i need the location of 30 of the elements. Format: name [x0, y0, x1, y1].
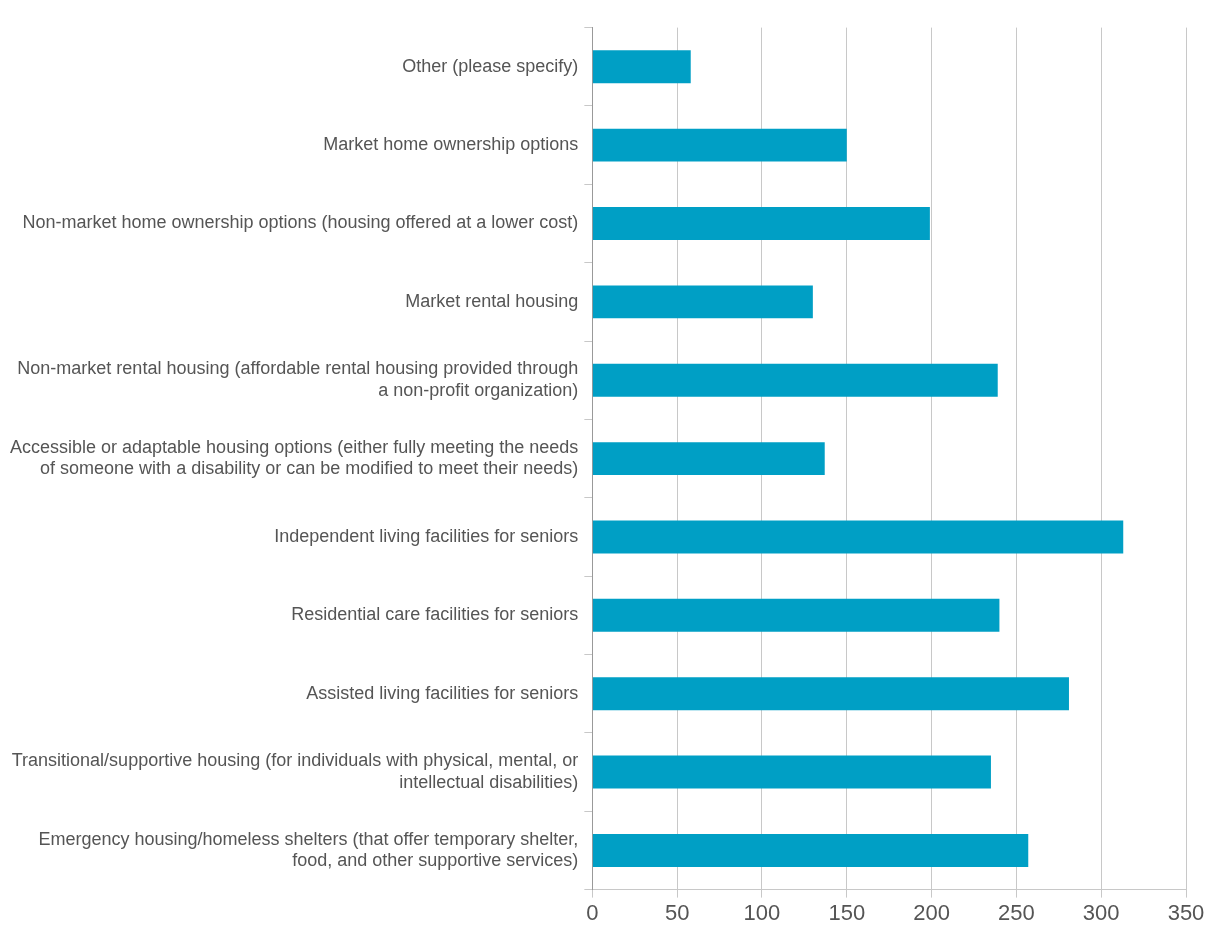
bar [592, 442, 825, 476]
bar [592, 520, 1124, 554]
y-tick-label: Assisted living facilities for seniors [306, 682, 579, 703]
y-tick-label: Transitional/supportive housing (for individuals with physical, mental, or intellectual disabilities) [11, 750, 579, 792]
x-tick-label: 350 [1167, 899, 1205, 925]
x-tick-label: 300 [1082, 899, 1120, 925]
bar [592, 598, 1000, 632]
x-tick-label: 250 [998, 899, 1035, 925]
y-tick-label: Non-market rental housing (affordable rental housing provided through a non-profit organization) [17, 358, 579, 401]
bar [592, 285, 813, 319]
y-tick-label: Accessible or adaptable housing options (either fully meeting the needs of someone with a disability or can be modified to meet their needs) [9, 436, 579, 479]
bar [592, 755, 991, 789]
y-tick-label: Residential care facilities for seniors [291, 604, 579, 625]
x-tick-label: 100 [743, 899, 781, 925]
y-tick-label: Non-market home ownership options (housing offered at a lower cost) [22, 212, 579, 233]
x-tick-label: 50 [664, 899, 690, 925]
y-tick-label: Market rental housing [405, 290, 579, 311]
bar [592, 50, 691, 84]
y-tick-label: Independent living facilities for seniors [274, 525, 579, 546]
y-tick-label: Emergency housing/homeless shelters (that offer temporary shelter, food, and other supportive services) [38, 828, 579, 871]
bar [592, 207, 930, 240]
bar [592, 833, 1029, 867]
bar [592, 677, 1069, 711]
x-tick-label: 200 [913, 899, 950, 925]
x-tick-label: 0 [586, 899, 599, 925]
y-tick-label: Market home ownership options [323, 134, 579, 155]
y-tick-label: Other (please specify) [402, 55, 579, 76]
x-tick-label: 150 [828, 899, 866, 925]
bar [592, 363, 998, 397]
bar [592, 128, 847, 162]
